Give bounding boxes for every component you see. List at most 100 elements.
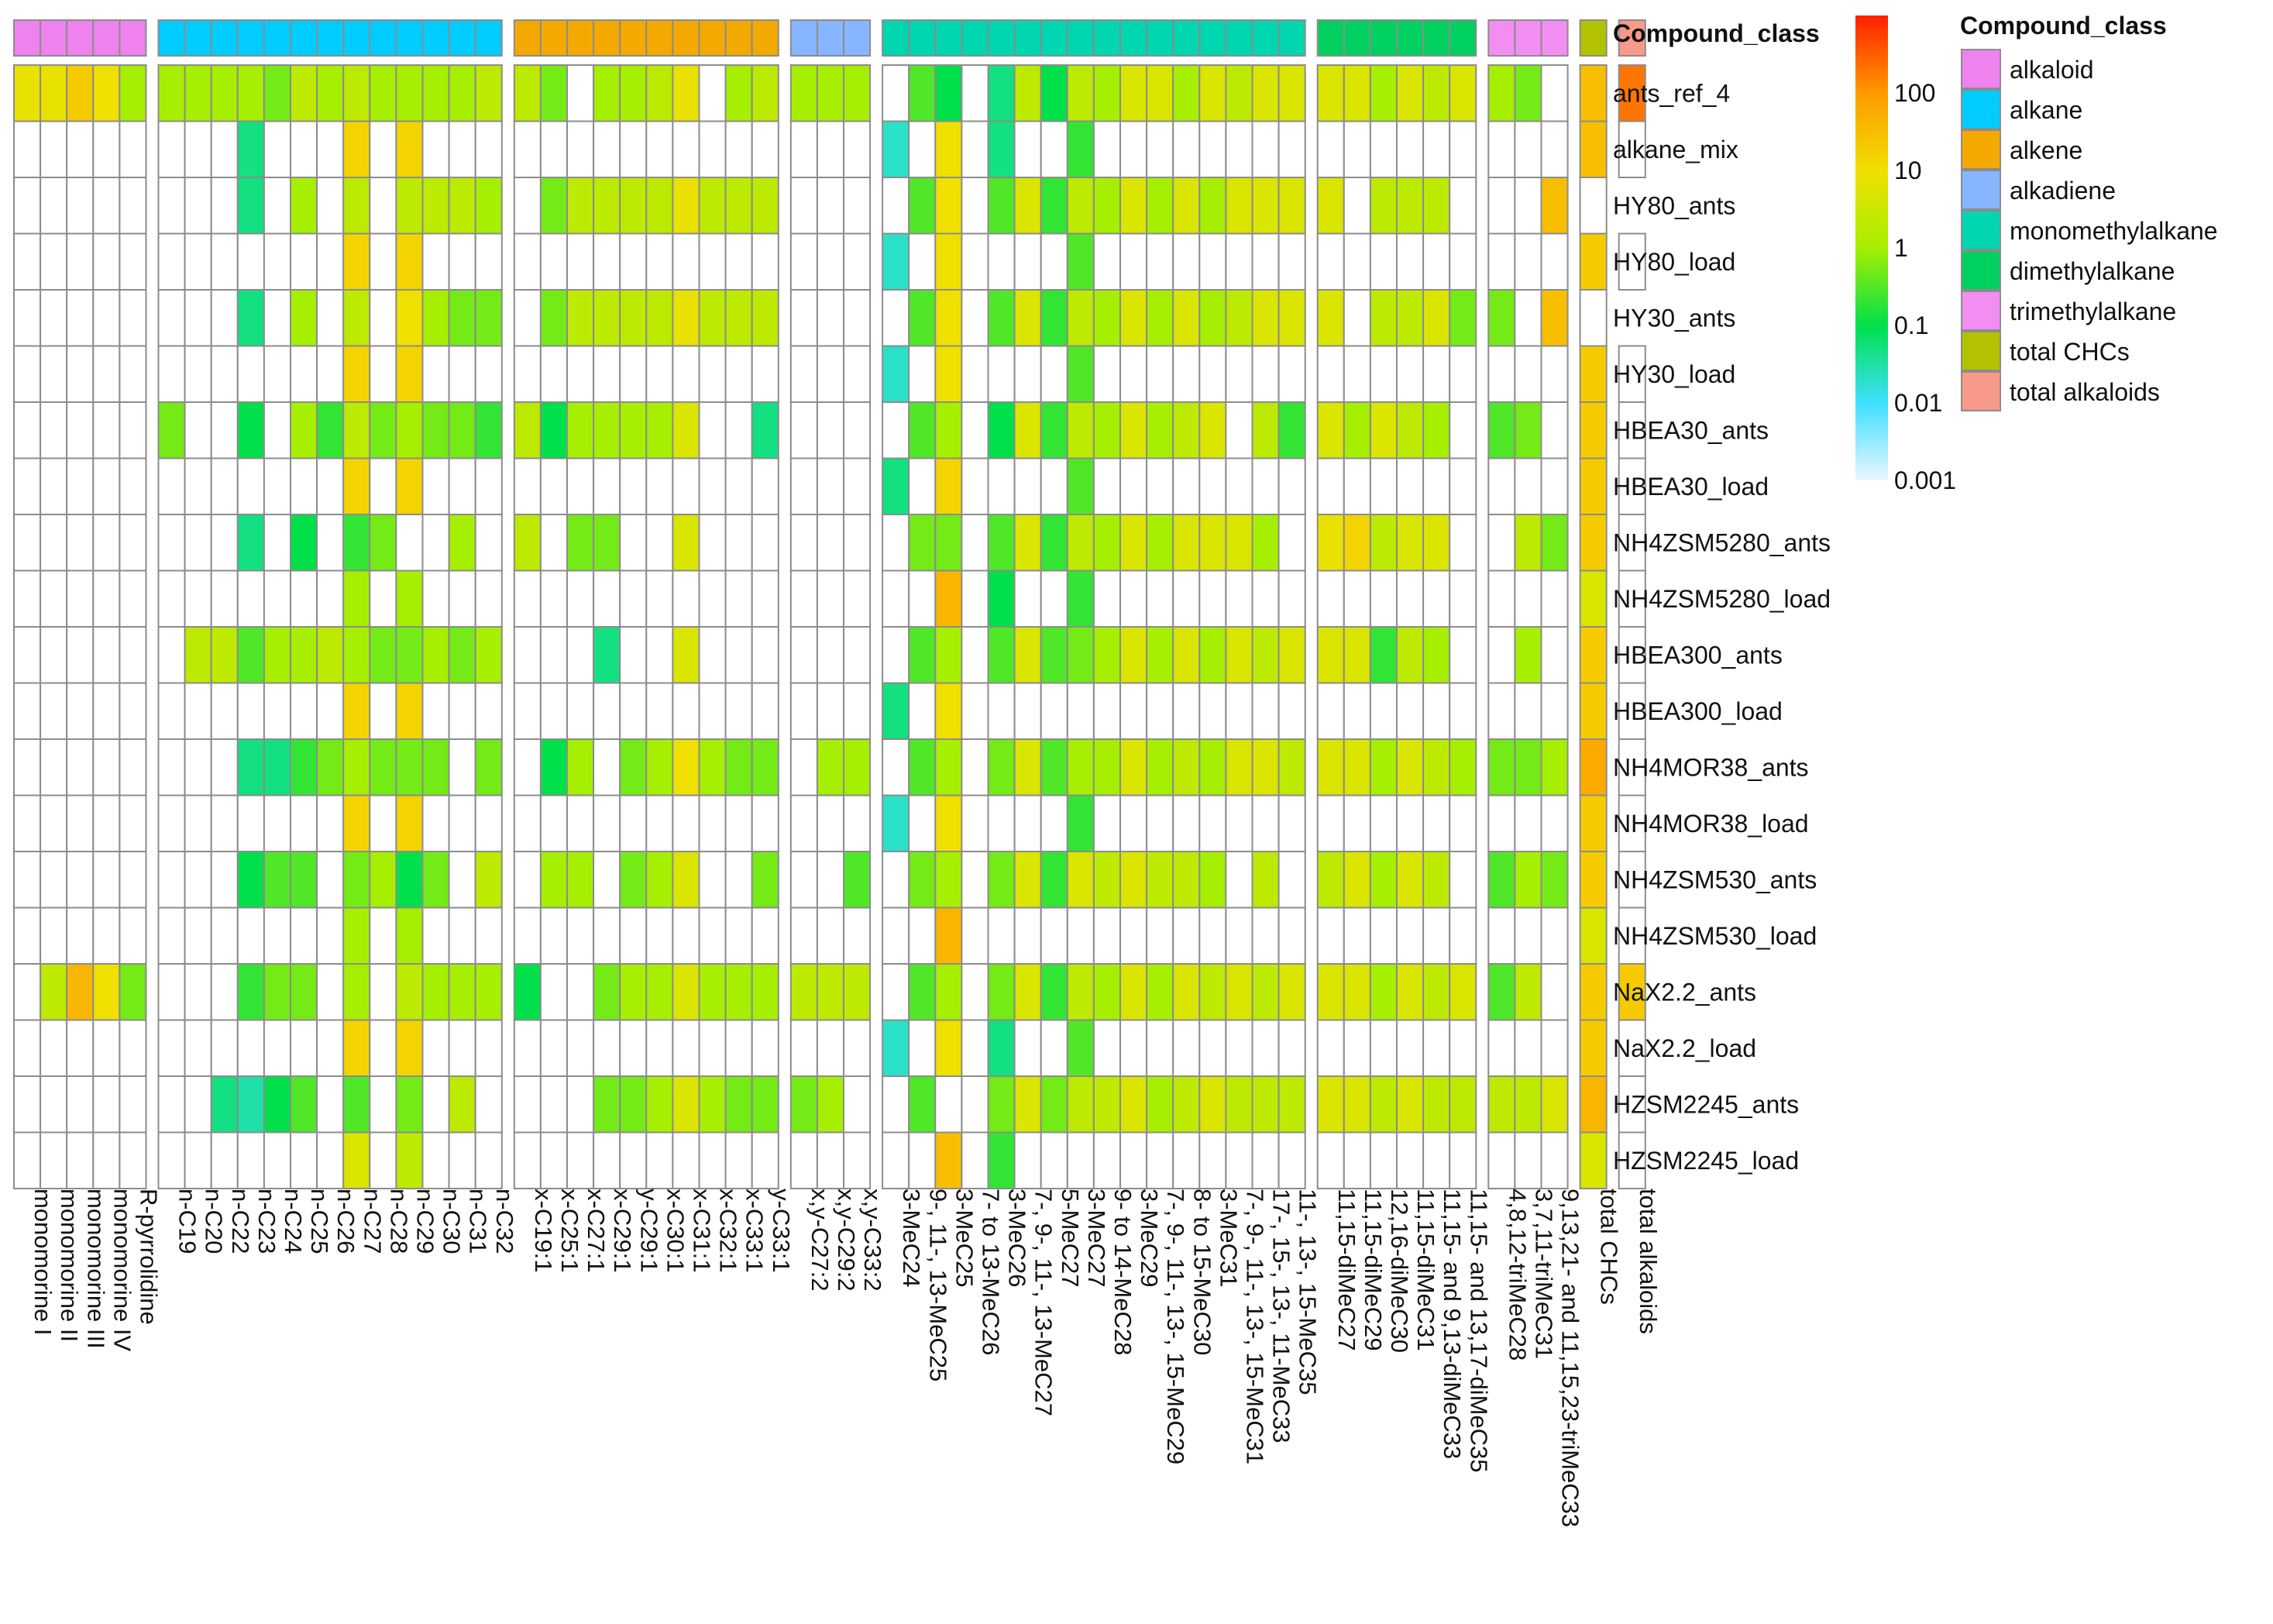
heatmap-cell	[843, 177, 872, 235]
heatmap-cell	[672, 1019, 700, 1077]
heatmap-cell	[1225, 177, 1253, 235]
heatmap-cell	[236, 345, 265, 403]
heatmap-cell	[421, 514, 450, 572]
heatmap-cell	[92, 120, 121, 178]
heatmap-cell	[1066, 963, 1095, 1021]
heatmap-cell	[1225, 1075, 1253, 1134]
heatmap-cell	[1487, 514, 1516, 572]
heatmap-cell	[210, 682, 239, 740]
heatmap-cell	[1066, 345, 1095, 403]
row-label: NH4ZSM5280_load	[1613, 585, 1831, 613]
heatmap-cell	[908, 738, 937, 797]
heatmap-cell	[421, 626, 450, 684]
heatmap-cell	[882, 738, 910, 797]
heatmap-cell	[1487, 64, 1516, 122]
heatmap-cell	[236, 177, 265, 235]
heatmap-cell	[184, 401, 212, 459]
heatmap-cell	[395, 738, 424, 797]
heatmap-cell	[1422, 401, 1451, 459]
heatmap-cell	[934, 232, 963, 291]
class-annotation-cell	[961, 19, 989, 57]
heatmap-cell	[1277, 1019, 1306, 1077]
row-label: HBEA300_ants	[1613, 641, 1783, 669]
heatmap-cell	[263, 232, 291, 291]
heatmap-cell	[1013, 457, 1042, 515]
heatmap-cell	[882, 1075, 910, 1134]
heatmap-cell	[751, 345, 779, 403]
heatmap-cell	[1579, 1075, 1608, 1134]
column-label: n-C20	[201, 1189, 228, 1254]
heatmap-cell	[119, 851, 147, 909]
heatmap-cell	[672, 738, 700, 797]
heatmap-cell	[448, 963, 476, 1021]
class-annotation-cell	[448, 19, 476, 57]
heatmap-cell	[342, 345, 371, 403]
heatmap-cell	[1146, 738, 1174, 797]
heatmap-cell	[1251, 401, 1280, 459]
heatmap-cell	[789, 514, 818, 572]
heatmap-cell	[1422, 177, 1451, 235]
heatmap-cell	[1422, 232, 1451, 291]
heatmap-cell	[66, 120, 95, 178]
heatmap-cell	[934, 457, 963, 515]
heatmap-cell	[263, 626, 291, 684]
heatmap-cell	[934, 738, 963, 797]
heatmap-cell	[513, 626, 542, 684]
heatmap-cell	[593, 289, 621, 347]
heatmap-cell	[119, 907, 147, 965]
heatmap-cell	[1396, 514, 1425, 572]
heatmap-cell	[1251, 457, 1280, 515]
heatmap-cell	[513, 682, 542, 740]
heatmap-cell	[751, 907, 779, 965]
column-label: y-C33:1	[768, 1189, 795, 1273]
heatmap-cell	[421, 401, 450, 459]
heatmap-cell	[539, 1131, 569, 1189]
heatmap-cell	[1540, 64, 1569, 122]
heatmap-cell	[1040, 738, 1068, 797]
heatmap-cell	[698, 514, 727, 572]
heatmap-cell	[1092, 626, 1122, 684]
heatmap-cell	[1487, 738, 1516, 797]
heatmap-cell	[1092, 963, 1122, 1021]
heatmap-cell	[698, 289, 727, 347]
heatmap-cell	[290, 401, 318, 459]
heatmap-cell	[1343, 345, 1371, 403]
heatmap-cell	[263, 569, 291, 628]
heatmap-cell	[1092, 64, 1122, 122]
heatmap-cell	[908, 851, 937, 909]
heatmap-cell	[539, 907, 569, 965]
heatmap-cell	[816, 738, 845, 797]
heatmap-cell	[290, 1075, 318, 1134]
heatmap-cell	[1198, 1131, 1227, 1189]
heatmap-cell	[882, 232, 910, 291]
heatmap-cell	[474, 345, 503, 403]
heatmap-cell	[1540, 232, 1569, 291]
heatmap-cell	[1092, 345, 1122, 403]
heatmap-cell	[40, 963, 68, 1021]
heatmap-cell	[13, 738, 42, 797]
heatmap-cell	[92, 232, 121, 291]
heatmap-cell	[645, 177, 674, 235]
heatmap-cell	[184, 682, 212, 740]
heatmap-cell	[698, 626, 727, 684]
heatmap-cell	[789, 794, 818, 852]
heatmap-cell	[1066, 457, 1095, 515]
class-annotation-cell	[1422, 19, 1451, 57]
heatmap-cell	[263, 457, 291, 515]
heatmap-cell	[961, 626, 989, 684]
heatmap-cell	[843, 64, 872, 122]
heatmap-cell	[290, 1019, 318, 1077]
heatmap-cell	[1172, 514, 1201, 572]
heatmap-cell	[934, 851, 963, 909]
heatmap-cell	[1487, 401, 1516, 459]
heatmap-cell	[882, 682, 910, 740]
heatmap-cell	[1013, 1131, 1042, 1189]
heatmap-cell	[210, 177, 239, 235]
heatmap-cell	[1369, 851, 1398, 909]
heatmap-cell	[843, 851, 872, 909]
heatmap-cell	[236, 457, 265, 515]
color-scale-legend: 100 10 1 0.1 0.01 0.001	[1855, 15, 1956, 494]
column-label: n-C25	[306, 1189, 333, 1254]
heatmap-cell	[1422, 1019, 1451, 1077]
heatmap-cell	[1369, 963, 1398, 1021]
